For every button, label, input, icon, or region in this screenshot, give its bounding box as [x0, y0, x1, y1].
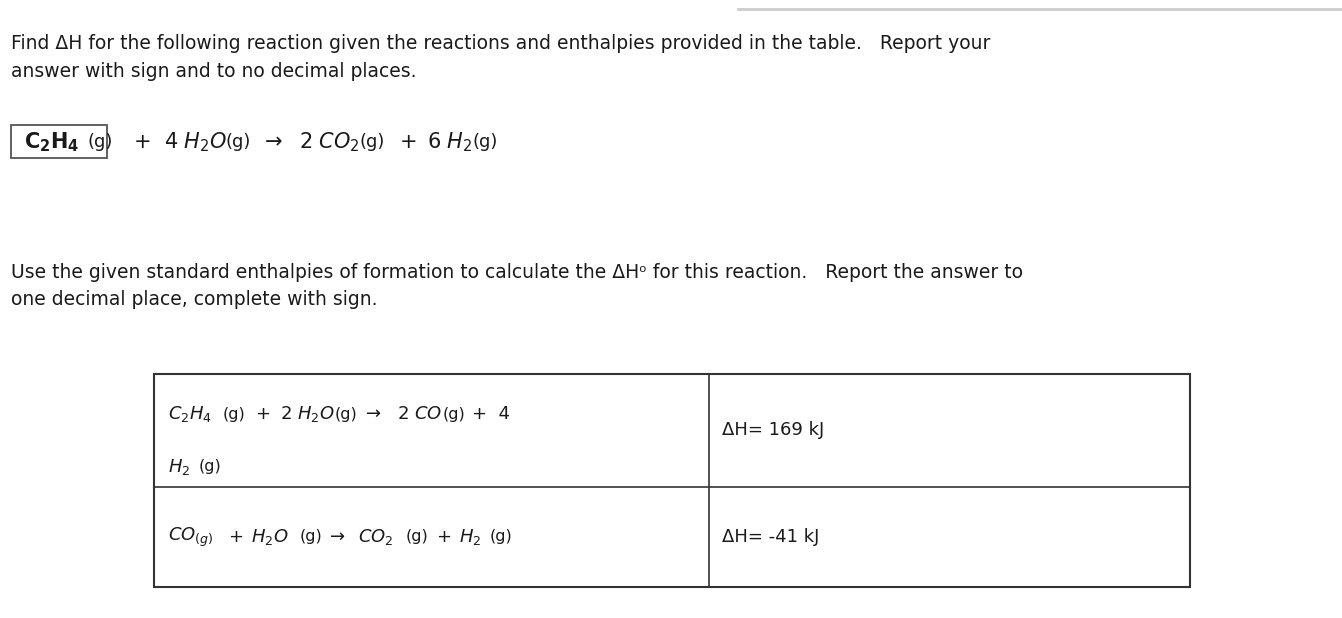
Text: $CO_{(g)}$: $CO_{(g)}$ [168, 525, 213, 549]
Text: (g): (g) [299, 530, 322, 544]
Text: +: + [255, 405, 270, 423]
Text: (g): (g) [223, 407, 246, 422]
Text: (g): (g) [87, 133, 113, 151]
Text: ΔH= 169 kJ: ΔH= 169 kJ [722, 421, 824, 439]
Text: (g): (g) [472, 133, 498, 151]
Text: $\mathbf{C_2H_4}$: $\mathbf{C_2H_4}$ [24, 130, 79, 154]
Text: (g): (g) [225, 133, 251, 151]
Text: 2 $H_2O$: 2 $H_2O$ [280, 404, 336, 425]
Text: Find ΔH for the following reaction given the reactions and enthalpies provided i: Find ΔH for the following reaction given… [11, 34, 990, 53]
Text: 2 $CO$: 2 $CO$ [397, 405, 443, 423]
Text: →: → [264, 132, 282, 152]
Text: (g): (g) [199, 459, 221, 474]
Text: answer with sign and to no decimal places.: answer with sign and to no decimal place… [11, 62, 416, 81]
Text: $H_2$: $H_2$ [459, 527, 482, 547]
Text: +: + [400, 132, 417, 152]
Text: 4 $H_2O$: 4 $H_2O$ [164, 130, 227, 154]
Text: +: + [228, 528, 243, 546]
Text: +: + [436, 528, 451, 546]
Text: (g): (g) [443, 407, 466, 422]
Text: (g): (g) [334, 407, 357, 422]
Text: ΔH= -41 kJ: ΔH= -41 kJ [722, 528, 820, 546]
Text: →: → [330, 528, 345, 546]
Text: (g): (g) [405, 530, 428, 544]
Text: +: + [134, 132, 152, 152]
Text: Use the given standard enthalpies of formation to calculate the ΔHᵒ for this rea: Use the given standard enthalpies of for… [11, 263, 1023, 282]
Text: (g): (g) [360, 133, 385, 151]
Text: $H_2O$: $H_2O$ [251, 527, 289, 547]
Text: (g): (g) [490, 530, 513, 544]
Text: one decimal place, complete with sign.: one decimal place, complete with sign. [11, 290, 377, 310]
Text: 6 $H_2$: 6 $H_2$ [427, 130, 472, 154]
Text: →: → [366, 405, 381, 423]
Text: +  4: + 4 [472, 405, 510, 423]
Text: $H_2$: $H_2$ [168, 457, 191, 476]
Text: $C_2H_4$: $C_2H_4$ [168, 404, 212, 425]
Text: 2 $CO_2$: 2 $CO_2$ [299, 130, 360, 154]
Text: $CO_2$: $CO_2$ [358, 527, 393, 547]
